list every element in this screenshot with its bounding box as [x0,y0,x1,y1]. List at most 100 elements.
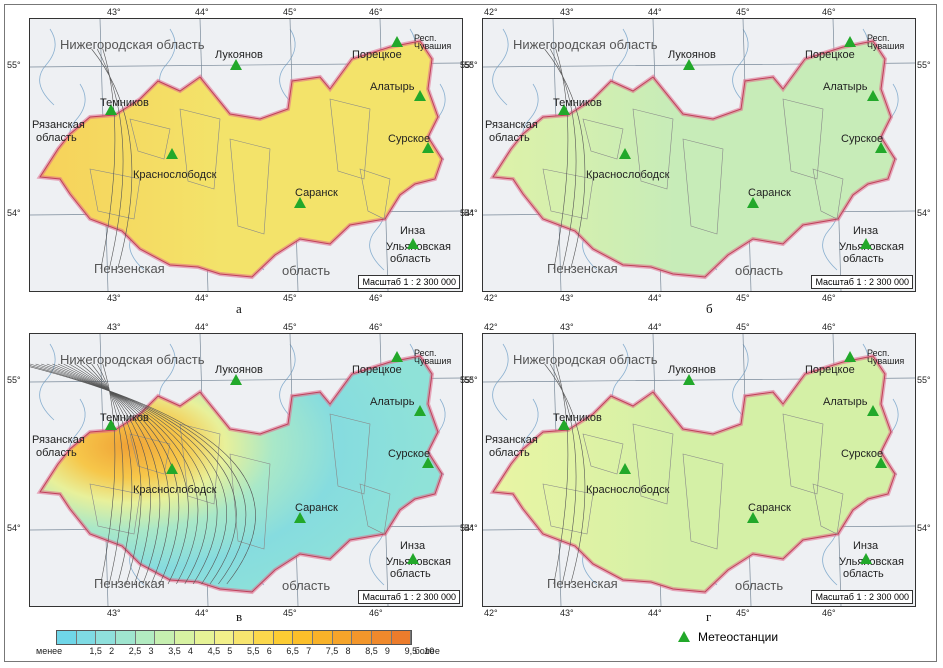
legend-tick-label: более [414,646,440,656]
station-label: Саранск [295,187,338,199]
lat-tick: 55° [464,375,478,385]
lat-tick: 55° [460,60,474,70]
legend-color-cell [76,631,97,644]
lon-tick: 45° [736,322,750,332]
lon-tick: 43° [560,293,574,303]
station-label: Порецкое [805,364,855,376]
legend-color-cell [391,631,412,644]
lon-tick: 44° [195,7,209,17]
lon-tick: 46° [822,322,836,332]
station-label: Саранск [748,187,791,199]
station-label: Сурское [841,133,884,145]
region-label-penza: Пензенская [547,261,618,276]
scale-bar: Масштаб 1 : 2 300 000 [811,590,913,604]
lon-tick: 45° [736,7,750,17]
lon-tick: 43° [107,7,121,17]
station-label: Темников [100,97,149,109]
station-marker [407,553,419,564]
lon-tick: 45° [283,608,297,618]
lat-tick: 54° [7,523,21,533]
station-label: Алатырь [823,396,868,408]
region-label-chuvashia-2: Чувашия [414,41,452,51]
station-label: Сурское [388,133,431,145]
region-label-ryazan: Рязанская [485,119,538,131]
lat-tick: 54° [917,208,931,218]
region-label-chuvashia: Респ. [414,33,437,43]
lon-tick: 46° [822,293,836,303]
station-marker [414,405,426,416]
legend-tick-label: 4,5 [207,646,221,656]
legend-tick-label: 5 [227,646,233,656]
station-label: Сурское [388,448,431,460]
panel-caption: г [706,609,712,624]
station-label: Алатырь [370,396,415,408]
lat-tick: 55° [7,60,21,70]
station-marker [860,238,872,249]
lat-tick: 54° [460,523,474,533]
lon-tick: 44° [195,608,209,618]
legend-color-cell [214,631,235,644]
station-marker [294,512,306,523]
station-marker [619,148,631,159]
map-svg [30,19,462,291]
lat-tick: 54° [460,208,474,218]
lon-tick: 44° [195,293,209,303]
station-label: Инза [853,225,879,237]
legend-color-cell [273,631,294,644]
station-marker [683,374,695,385]
lon-tick: 45° [283,322,297,332]
station-label: Инза [400,540,426,552]
lon-tick: 44° [648,608,662,618]
station-marker [747,197,759,208]
map-panel-b: Нижегородская область Рязанская область Пен… [482,18,916,292]
map-panel-a: Нижегородская область Рязанская область Пен… [29,18,463,292]
lon-tick: 46° [369,322,383,332]
station-label: Лукоянов [668,364,716,376]
legend-color-cell [372,631,392,644]
station-label: Темников [100,412,149,424]
legend-tick-label: 9 [384,646,390,656]
station-label: Краснослободск [133,169,217,181]
station-label: Порецкое [805,49,855,61]
legend-tick-label: менее [36,646,63,656]
legend-tick-label: 1,5 [89,646,102,656]
station-label: Порецкое [352,364,402,376]
region-label-penza-2: область [282,578,331,593]
region-label-ryazan-2: область [36,447,77,459]
station-label: Порецкое [352,49,402,61]
legend-color-cell [194,631,215,644]
lon-tick: 46° [822,608,836,618]
lat-tick: 55° [7,375,21,385]
legend-tick-label: 3,5 [168,646,181,656]
station-label: Сурское [841,448,884,460]
legend-color-cell [332,631,353,644]
station-marker [166,148,178,159]
legend-tick-label: 8,5 [365,646,378,656]
region-label-ulyanovsk-2: область [390,253,431,265]
region-label-ryazan-2: область [36,132,77,144]
legend-tick-label: 5,5 [247,646,260,656]
region-label-penza: Пензенская [94,576,165,591]
lon-tick: 42° [484,7,498,17]
station-label: Краснослободск [586,484,670,496]
legend-tick-label: 10 [424,646,435,656]
station-marker [230,59,242,70]
map-svg [483,19,915,291]
lon-tick: 43° [107,608,121,618]
lon-tick: 46° [369,7,383,17]
legend-color-cell [175,631,195,644]
lon-tick: 45° [736,608,750,618]
legend-color-cell [57,631,77,644]
station-legend-icon [678,631,690,642]
station-marker [875,457,887,468]
panel-caption: б [706,301,713,316]
region-label-ryazan: Рязанская [32,119,85,131]
legend-tick-label: 7 [306,646,312,656]
region-label-penza-2: область [282,263,331,278]
region-label-penza: Пензенская [94,261,165,276]
region-label-ryazan: Рязанская [485,434,538,446]
legend-tick-label: 8 [345,646,351,656]
map-svg [30,334,462,606]
panel-caption: в [236,609,243,624]
legend-color-cell [116,631,136,644]
